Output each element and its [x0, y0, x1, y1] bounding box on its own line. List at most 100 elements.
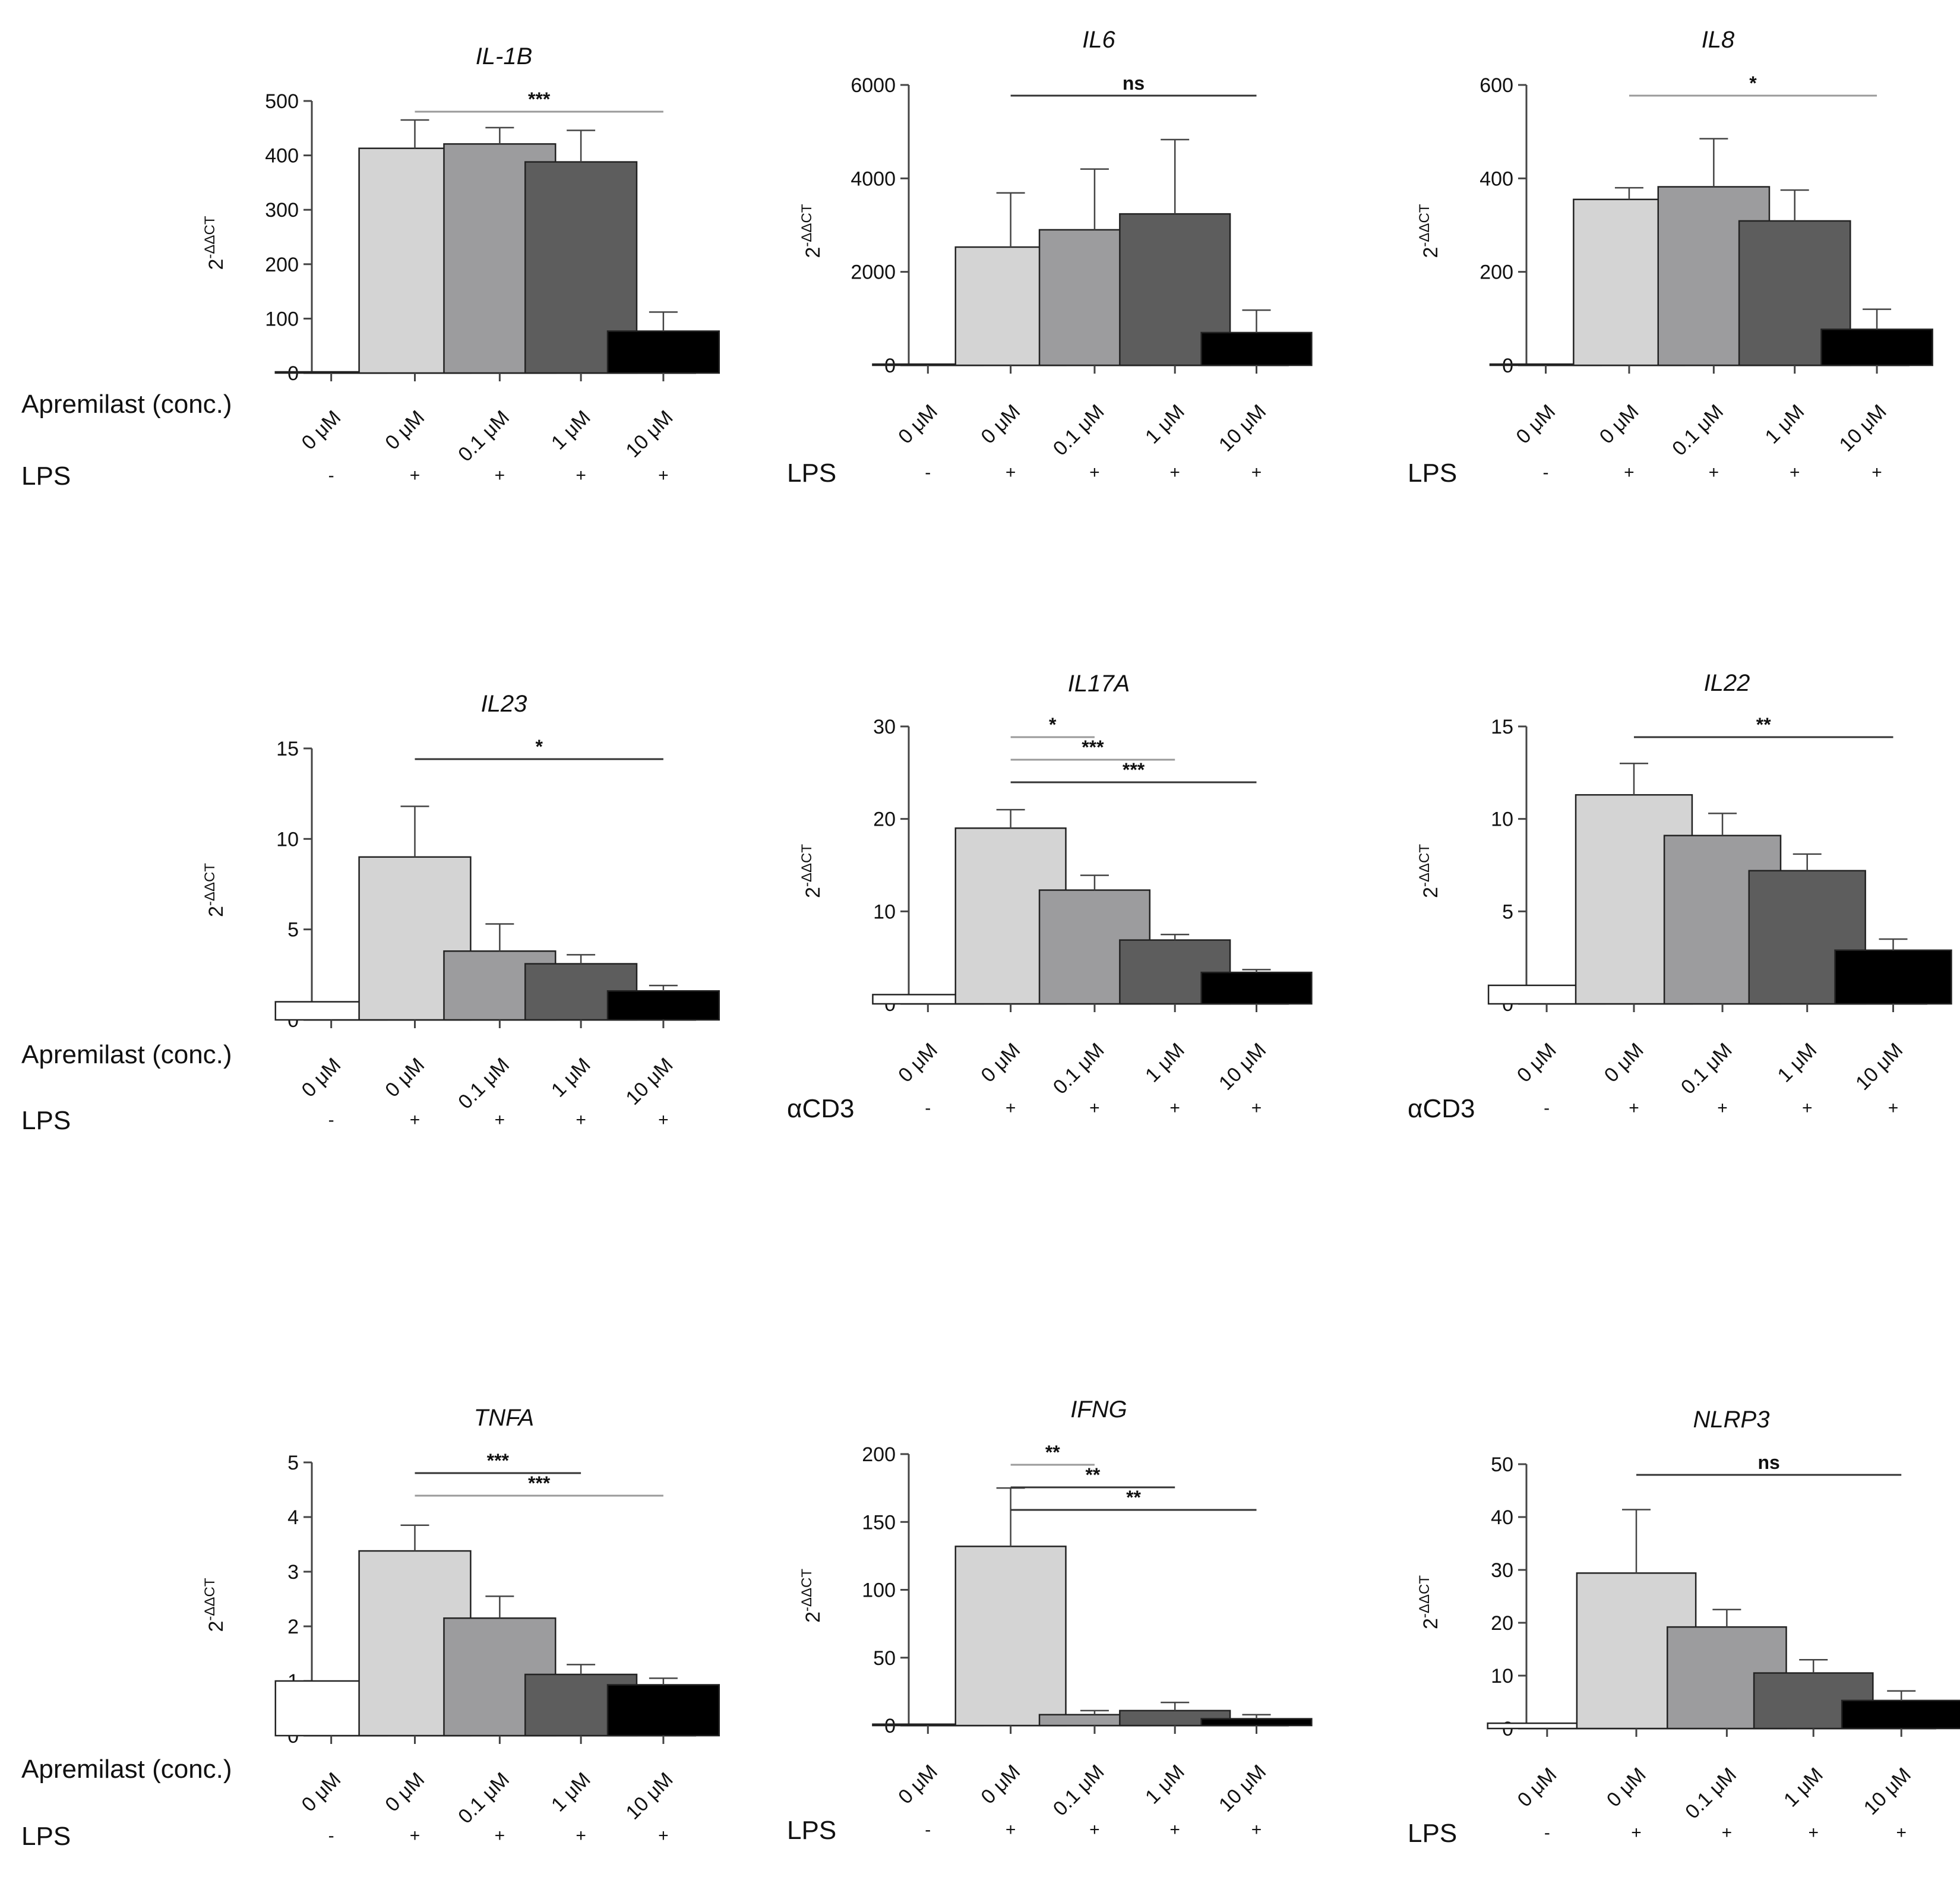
y-axis-label: 2-ΔΔCT — [202, 1578, 227, 1632]
x-tick-label: 0 μM — [381, 406, 429, 454]
bar[interactable] — [606, 990, 720, 1021]
y-tick-label: 2 — [287, 1616, 299, 1638]
x-tick-label: 1 μM — [1774, 1039, 1822, 1087]
condition-sign: + — [576, 1826, 586, 1846]
significance-label: ns — [1757, 1452, 1779, 1473]
x-tick-label: 0 μM — [1512, 400, 1560, 448]
condition-sign: - — [1544, 1823, 1550, 1843]
x-tick-label: 1 μM — [1141, 1761, 1189, 1809]
significance-label: *** — [528, 1472, 551, 1494]
y-axis-label-exponent: -ΔΔCT — [202, 863, 218, 906]
significance-label: ** — [1126, 1487, 1141, 1508]
y-tick-label: 10 — [1491, 1665, 1513, 1688]
y-axis-label: 2-ΔΔCT — [799, 1569, 824, 1623]
condition-sign: + — [576, 466, 586, 485]
condition-label: LPS — [787, 459, 836, 488]
condition-sign: + — [1896, 1823, 1907, 1843]
x-tick-label: 0.1 μM — [454, 1054, 514, 1114]
x-tick-label: 0 μM — [1513, 1039, 1561, 1087]
condition-sign: + — [1790, 463, 1800, 482]
condition-sign: - — [328, 1110, 334, 1130]
condition-sign: + — [1251, 1820, 1262, 1840]
condition-sign: + — [1251, 1098, 1262, 1118]
bar[interactable] — [954, 1546, 1067, 1727]
significance-label: ** — [1085, 1464, 1100, 1486]
chart-title: TNFA — [474, 1405, 534, 1431]
x-tick-label: 0 μM — [1513, 1764, 1561, 1812]
x-tick-label: 0 μM — [298, 1054, 346, 1102]
chart-title: IL8 — [1702, 27, 1735, 53]
condition-sign: + — [495, 1110, 505, 1130]
y-tick-label: 5 — [287, 1452, 299, 1474]
y-axis-label-base: 2 — [1420, 887, 1442, 898]
x-tick-label: 0.1 μM — [1049, 1761, 1109, 1821]
significance-label: * — [1749, 72, 1757, 94]
bar[interactable] — [1820, 328, 1933, 366]
condition-sign: + — [1631, 1823, 1642, 1843]
x-tick-label: 10 μM — [1835, 400, 1891, 456]
x-tick-label: 0 μM — [298, 406, 346, 454]
x-tick-label: 0.1 μM — [454, 1768, 514, 1828]
condition-sign: + — [1006, 1820, 1016, 1840]
bar[interactable] — [1200, 331, 1313, 366]
significance-label: *** — [1123, 759, 1145, 780]
bar[interactable] — [1200, 971, 1313, 1005]
significance-label: * — [1049, 714, 1057, 735]
bar[interactable] — [1834, 949, 1952, 1005]
y-axis-label: 2-ΔΔCT — [1417, 204, 1442, 258]
condition-sign: + — [495, 466, 505, 485]
y-tick-label: 10 — [276, 828, 299, 851]
y-axis-label-exponent: -ΔΔCT — [202, 216, 218, 258]
y-axis-label: 2-ΔΔCT — [799, 204, 824, 258]
condition-sign: + — [1169, 463, 1180, 482]
x-tick-label: 10 μM — [1215, 400, 1270, 456]
y-tick-label: 50 — [1491, 1453, 1513, 1476]
chart-title: IL-1B — [476, 43, 533, 69]
y-axis-label-base: 2 — [205, 906, 227, 917]
x-tick-label: 0.1 μM — [1049, 1039, 1109, 1099]
chart-title: IL23 — [481, 691, 527, 717]
x-tick-label: 0 μM — [894, 1761, 942, 1809]
condition-sign: + — [1006, 1098, 1016, 1118]
condition-label: αCD3 — [1408, 1094, 1475, 1123]
significance-label: *** — [1082, 737, 1104, 758]
y-tick-label: 5 — [1502, 900, 1513, 923]
y-tick-label: 10 — [1491, 808, 1513, 831]
bar[interactable] — [606, 1684, 720, 1737]
significance-label: * — [535, 736, 543, 757]
significance-label: *** — [528, 89, 551, 110]
significance-label: *** — [487, 1450, 510, 1471]
x-tick-label: 10 μM — [1215, 1039, 1270, 1095]
condition-label: αCD3 — [787, 1094, 854, 1123]
y-tick-label: 3 — [287, 1561, 299, 1584]
y-tick-label: 400 — [1480, 168, 1513, 190]
y-tick-label: 20 — [873, 808, 896, 831]
y-tick-label: 400 — [265, 145, 299, 168]
chart-title: IL22 — [1704, 670, 1750, 696]
bar[interactable] — [606, 330, 720, 374]
y-axis-label: 2-ΔΔCT — [1417, 1575, 1442, 1629]
bar[interactable] — [1841, 1699, 1960, 1730]
condition-sign: + — [1709, 463, 1719, 482]
y-tick-label: 15 — [1491, 716, 1513, 738]
x-tick-label: 0.1 μM — [1668, 400, 1728, 460]
condition-sign: + — [1169, 1098, 1180, 1118]
y-axis-label-base: 2 — [205, 259, 227, 270]
condition-sign: + — [1888, 1098, 1899, 1118]
y-tick-label: 40 — [1491, 1506, 1513, 1529]
y-axis-label-base: 2 — [802, 1611, 824, 1623]
x-tick-label: 1 μM — [1141, 400, 1189, 448]
x-tick-label: 0 μM — [298, 1768, 346, 1816]
y-tick-label: 200 — [862, 1443, 896, 1466]
condition-sign: - — [328, 466, 334, 485]
y-axis-label: 2-ΔΔCT — [202, 863, 227, 917]
bar[interactable] — [1200, 1718, 1313, 1727]
x-tick-label: 0.1 μM — [1677, 1039, 1737, 1099]
y-axis-label-base: 2 — [802, 887, 824, 898]
x-tick-label: 0.1 μM — [1049, 400, 1109, 460]
condition-sign: + — [410, 1110, 421, 1130]
x-tick-label: 0 μM — [894, 400, 942, 448]
